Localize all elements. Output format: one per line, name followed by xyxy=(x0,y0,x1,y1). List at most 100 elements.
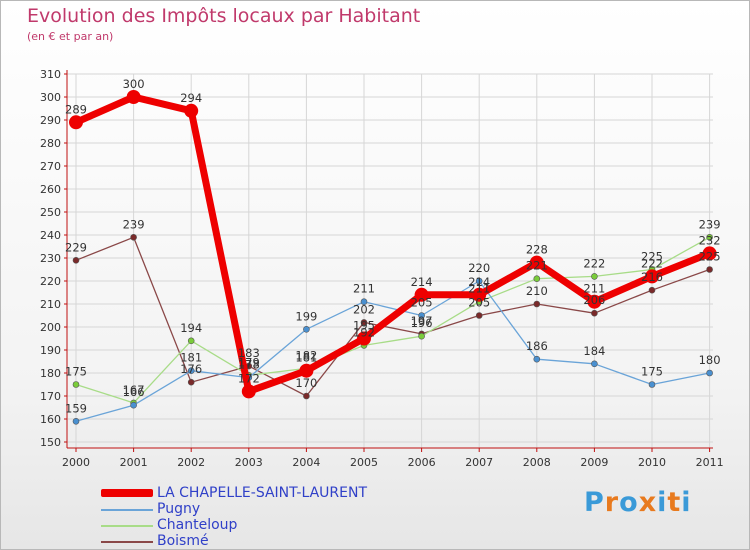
data-label: 210 xyxy=(526,284,548,298)
legend-swatch-icon xyxy=(101,525,153,527)
data-label: 192 xyxy=(353,325,375,339)
data-label: 172 xyxy=(238,371,260,385)
data-point xyxy=(702,246,717,261)
data-point xyxy=(360,319,368,326)
y-tick-label: 260 xyxy=(40,183,61,196)
data-point xyxy=(72,381,80,388)
data-point xyxy=(591,360,598,368)
x-tick-label: 2011 xyxy=(696,456,724,469)
y-tick-label: 300 xyxy=(40,91,61,104)
data-label: 239 xyxy=(123,217,145,231)
legend-item: Boismé xyxy=(101,533,431,549)
data-label: 222 xyxy=(641,256,663,270)
legend-swatch-icon xyxy=(101,541,153,543)
x-tick-label: 2009 xyxy=(580,456,608,469)
data-point xyxy=(187,378,195,386)
data-label: 194 xyxy=(180,321,202,335)
data-point xyxy=(126,90,141,104)
data-label: 222 xyxy=(583,256,605,270)
data-label: 175 xyxy=(641,365,663,379)
data-point xyxy=(706,369,713,377)
data-label: 170 xyxy=(295,376,317,390)
legend-label: Chanteloup xyxy=(157,517,238,533)
data-label: 180 xyxy=(699,353,721,367)
legend-label: Pugny xyxy=(157,501,201,517)
x-tick-label: 2007 xyxy=(465,456,493,469)
data-label: 184 xyxy=(583,344,605,358)
data-point xyxy=(130,401,137,409)
data-point xyxy=(533,275,541,283)
data-point xyxy=(472,287,487,302)
legend-item: Chanteloup xyxy=(101,517,431,533)
legend-label: LA CHAPELLE-SAINT-LAURENT xyxy=(157,485,367,501)
x-tick-label: 2003 xyxy=(235,456,263,469)
legend-item: Pugny xyxy=(101,501,431,517)
data-label: 206 xyxy=(583,293,605,307)
data-point xyxy=(303,325,310,333)
y-tick-label: 280 xyxy=(40,137,61,150)
data-label: 196 xyxy=(411,316,433,330)
data-label: 221 xyxy=(526,259,548,273)
legend-swatch-icon xyxy=(101,509,153,511)
data-point xyxy=(241,384,256,399)
data-label: 294 xyxy=(180,91,202,105)
y-tick-label: 250 xyxy=(40,206,61,219)
data-label: 181 xyxy=(295,351,317,365)
data-point xyxy=(418,312,425,319)
data-label: 228 xyxy=(526,243,548,257)
y-tick-label: 310 xyxy=(40,68,61,81)
y-tick-label: 160 xyxy=(40,413,61,426)
legend: LA CHAPELLE-SAINT-LAURENT Pugny Chantelo… xyxy=(101,485,431,549)
data-label: 178 xyxy=(238,358,260,372)
data-point xyxy=(69,115,83,130)
series-line xyxy=(75,280,711,422)
chart-subtitle: (en € et par an) xyxy=(27,30,114,43)
y-tick-label: 290 xyxy=(40,114,61,127)
data-point xyxy=(130,234,137,241)
data-label: 225 xyxy=(641,250,663,264)
x-tick-label: 2010 xyxy=(638,456,666,469)
y-tick-label: 270 xyxy=(40,160,61,173)
x-tick-label: 2004 xyxy=(292,456,320,469)
data-label: 202 xyxy=(353,302,375,316)
y-tick-label: 200 xyxy=(40,321,61,334)
x-tick-label: 2002 xyxy=(177,456,205,469)
data-point xyxy=(187,337,195,345)
y-tick-label: 150 xyxy=(40,436,61,449)
x-tick-label: 2000 xyxy=(62,456,90,469)
data-label: 214 xyxy=(411,275,433,289)
y-tick-label: 170 xyxy=(40,390,61,403)
data-label: 167 xyxy=(123,383,145,397)
x-tick-label: 2008 xyxy=(523,456,551,469)
data-point xyxy=(529,255,544,270)
data-point xyxy=(591,273,598,280)
data-label: 232 xyxy=(699,233,721,247)
data-label: 205 xyxy=(468,296,490,310)
data-point xyxy=(357,331,371,346)
legend-item: LA CHAPELLE-SAINT-LAURENT xyxy=(101,485,431,501)
data-label: 175 xyxy=(65,365,87,379)
data-label: 182 xyxy=(295,348,317,362)
data-point xyxy=(533,300,541,308)
data-label: 176 xyxy=(180,362,202,376)
data-label: 220 xyxy=(468,261,490,275)
data-point xyxy=(533,355,541,363)
data-label: 199 xyxy=(295,309,317,323)
data-point xyxy=(587,294,602,309)
data-label: 211 xyxy=(583,282,605,296)
legend-label: Boismé xyxy=(157,533,209,549)
proxiti-logo: Proxiti xyxy=(584,487,692,518)
data-label: 183 xyxy=(238,346,260,360)
data-label: 214 xyxy=(468,275,490,289)
data-label: 205 xyxy=(411,296,433,310)
data-label: 197 xyxy=(411,314,433,328)
y-tick-label: 180 xyxy=(40,367,61,380)
data-label: 159 xyxy=(65,401,87,415)
data-point xyxy=(475,277,483,285)
legend-swatch-icon xyxy=(101,489,153,497)
y-tick-label: 190 xyxy=(40,344,61,357)
data-point xyxy=(303,392,310,400)
series-line xyxy=(75,236,711,404)
data-label: 181 xyxy=(180,351,202,365)
data-label: 229 xyxy=(65,240,87,254)
